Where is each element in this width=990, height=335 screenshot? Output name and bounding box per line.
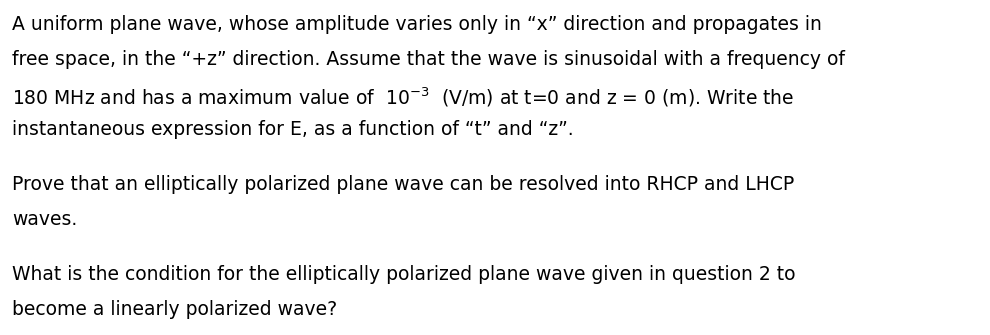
- Text: free space, in the “+z” direction. Assume that the wave is sinusoidal with a fre: free space, in the “+z” direction. Assum…: [12, 50, 844, 69]
- Text: 180 MHz and has a maximum value of  $10^{-3}$  (V/m) at t=0 and z = 0 (m). Write: 180 MHz and has a maximum value of $10^{…: [12, 85, 794, 109]
- Text: What is the condition for the elliptically polarized plane wave given in questio: What is the condition for the elliptical…: [12, 265, 795, 284]
- Text: A uniform plane wave, whose amplitude varies only in “x” direction and propagate: A uniform plane wave, whose amplitude va…: [12, 15, 822, 34]
- Text: Prove that an elliptically polarized plane wave can be resolved into RHCP and LH: Prove that an elliptically polarized pla…: [12, 175, 794, 194]
- Text: instantaneous expression for E, as a function of “t” and “z”.: instantaneous expression for E, as a fun…: [12, 120, 573, 139]
- Text: waves.: waves.: [12, 210, 77, 229]
- Text: become a linearly polarized wave?: become a linearly polarized wave?: [12, 300, 337, 319]
